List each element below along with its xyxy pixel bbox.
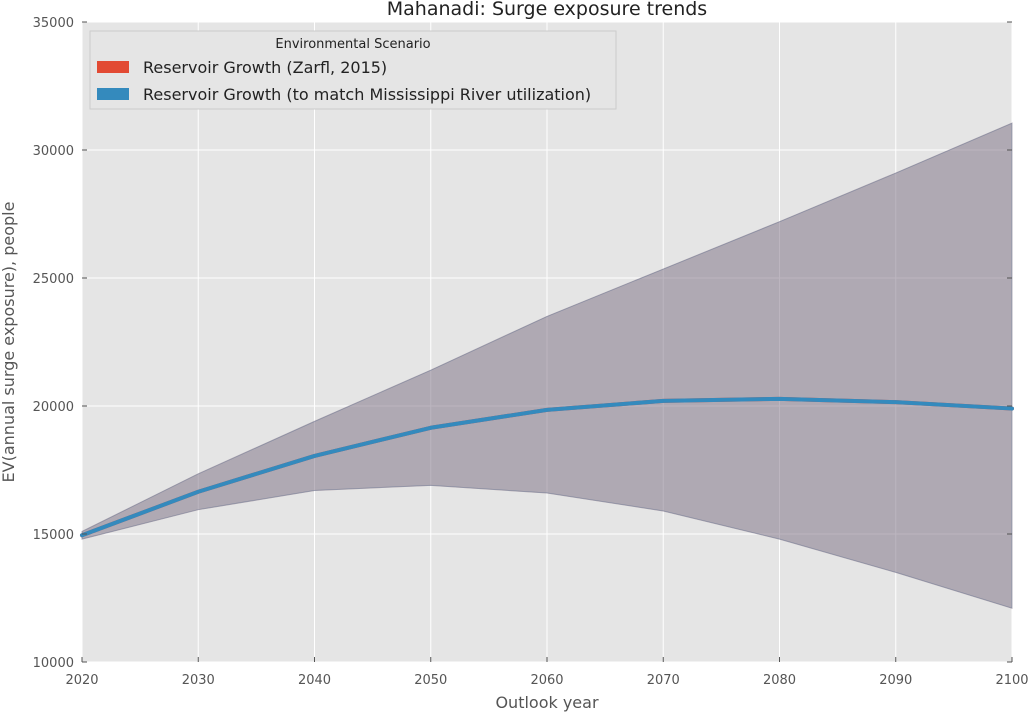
y-tick-label: 35000 (33, 16, 74, 31)
confidence-band (81, 122, 1013, 609)
confidence-band (81, 122, 1013, 609)
legend-label: Reservoir Growth (to match Mississippi R… (143, 85, 591, 104)
x-tick-label: 2050 (414, 673, 447, 688)
x-tick-label: 2080 (763, 673, 796, 688)
chart-title: Mahanadi: Surge exposure trends (387, 0, 707, 20)
x-tick-label: 2030 (182, 673, 215, 688)
legend-swatch (97, 88, 129, 100)
series-lines (80, 396, 1014, 538)
x-axis-label: Outlook year (495, 693, 599, 712)
x-tick-label: 2020 (65, 673, 98, 688)
legend-box (89, 30, 617, 110)
legend-title: Environmental Scenario (275, 37, 430, 52)
y-tick-label: 20000 (33, 400, 74, 415)
legend-swatch (97, 61, 129, 73)
legend-entries: Reservoir Growth (Zarfl, 2015) Reservoir … (97, 58, 591, 104)
legend: Environmental Scenario Reservoir Growth … (89, 30, 617, 110)
x-tick-label: 2100 (995, 673, 1028, 688)
y-axis-label: EV(annual surge exposure), people (0, 202, 18, 483)
x-tick-label: 2040 (298, 673, 331, 688)
series-line (80, 396, 1014, 538)
y-tick-label: 10000 (33, 656, 74, 671)
y-tick-label: 15000 (33, 528, 74, 543)
x-tick-label: 2090 (879, 673, 912, 688)
confidence-bands (81, 122, 1013, 609)
legend-label: Reservoir Growth (Zarfl, 2015) (143, 58, 387, 77)
y-tick-label: 30000 (33, 144, 74, 159)
axes: 2020 2030 2040 2050 2060 2070 2080 2090 2100 1000… (33, 16, 1028, 688)
x-tick-label: 2070 (647, 673, 680, 688)
y-tick-label: 25000 (33, 272, 74, 287)
x-tick-label: 2060 (530, 673, 563, 688)
